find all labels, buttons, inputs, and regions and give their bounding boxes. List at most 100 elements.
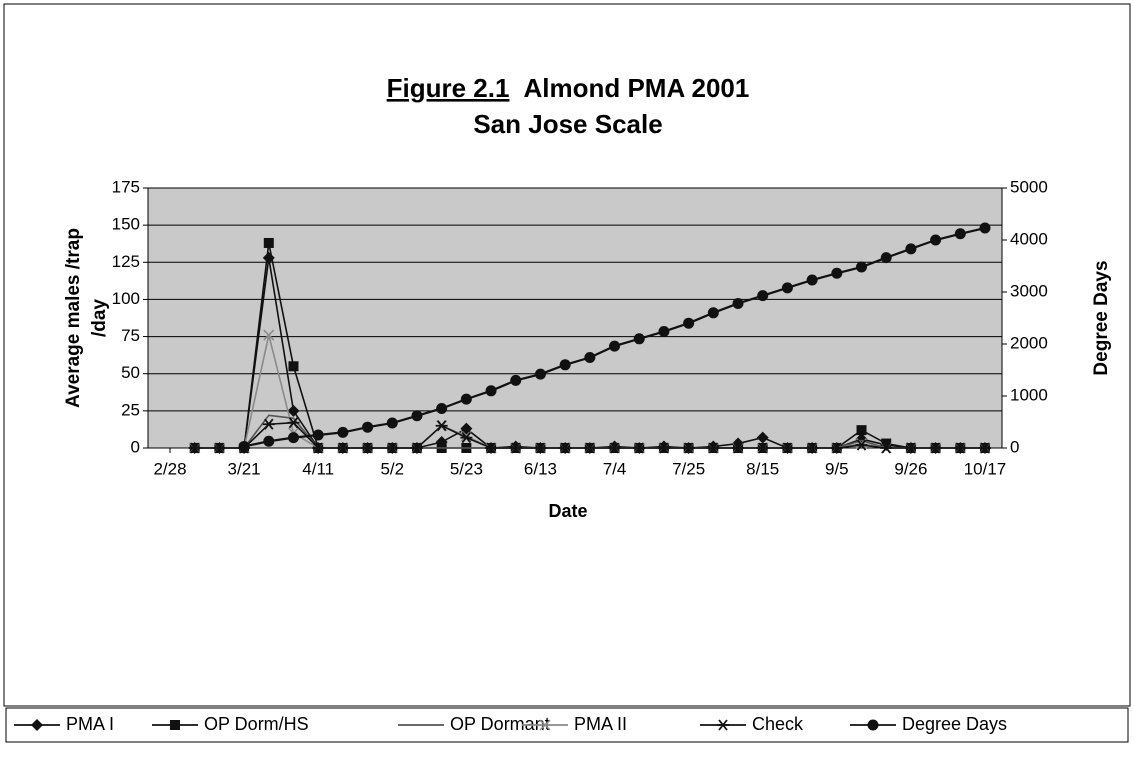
marker <box>633 333 645 345</box>
y-tick-label: 0 <box>131 437 140 456</box>
marker <box>756 431 769 444</box>
marker <box>436 402 448 414</box>
marker <box>781 282 793 294</box>
marker <box>559 442 572 454</box>
marker <box>312 442 325 454</box>
title-text: Almond PMA 2001 <box>523 73 749 103</box>
x-tick-label: 8/15 <box>746 459 779 478</box>
legend-label: Degree Days <box>902 714 1007 734</box>
marker <box>756 442 769 454</box>
marker <box>904 442 917 454</box>
y-tick-label: 150 <box>112 215 140 234</box>
marker <box>460 393 472 405</box>
x-tick-label: 3/21 <box>228 459 261 478</box>
marker <box>559 359 571 371</box>
marker <box>361 442 374 454</box>
x-tick-label: 5/23 <box>450 459 483 478</box>
x-axis-label: Date <box>548 501 587 521</box>
legend-label: PMA I <box>66 714 114 734</box>
marker <box>411 410 423 422</box>
marker <box>534 368 546 380</box>
marker <box>806 442 819 454</box>
marker <box>806 274 818 286</box>
marker <box>781 442 794 454</box>
y-tick-label: 175 <box>112 177 140 196</box>
x-tick-label: 2/28 <box>153 459 186 478</box>
marker <box>881 438 892 449</box>
x-tick-label: 6/13 <box>524 459 557 478</box>
plot-area <box>147 187 1003 449</box>
marker <box>583 442 596 454</box>
marker <box>410 442 423 454</box>
marker <box>263 237 274 248</box>
marker <box>867 719 879 731</box>
y-tick-label: 50 <box>121 363 140 382</box>
marker <box>929 442 942 454</box>
legend-item: Check <box>700 714 804 734</box>
x-tick-label: 7/4 <box>603 459 627 478</box>
marker <box>856 425 867 436</box>
legend-label: OP Dormant <box>450 714 550 734</box>
marker <box>312 429 324 441</box>
marker <box>979 222 991 234</box>
marker <box>855 439 868 451</box>
y-tick-label: 100 <box>112 289 140 308</box>
marker <box>732 297 744 309</box>
marker <box>386 442 399 454</box>
legend-item: OP Dormant <box>398 714 550 734</box>
marker <box>905 243 917 255</box>
chart-subtitle: San Jose Scale <box>473 109 662 139</box>
y-tick-label: 75 <box>121 326 140 345</box>
marker <box>170 720 180 730</box>
marker <box>485 442 498 454</box>
marker <box>213 442 226 454</box>
chart-title: Figure 2.1 Almond PMA 2001 <box>387 73 750 103</box>
marker <box>757 290 769 302</box>
marker <box>485 385 497 397</box>
marker <box>930 234 942 246</box>
marker <box>435 420 448 432</box>
y-axis-label: /day <box>89 299 110 337</box>
marker <box>460 422 473 435</box>
marker <box>287 404 300 417</box>
x-tick-label: 9/5 <box>825 459 849 478</box>
marker <box>880 442 893 454</box>
marker <box>534 442 547 454</box>
marker <box>732 442 745 454</box>
marker <box>683 317 695 329</box>
series <box>238 222 991 452</box>
marker <box>880 252 892 264</box>
x-tick-label: 5/2 <box>380 459 404 478</box>
marker <box>830 442 843 454</box>
y2-tick-label: 3000 <box>1010 281 1048 300</box>
marker <box>510 374 522 386</box>
marker <box>584 352 596 364</box>
marker <box>263 435 275 447</box>
marker <box>539 719 551 731</box>
marker <box>658 326 670 338</box>
legend-label: OP Dorm/HS <box>204 714 309 734</box>
marker <box>509 442 522 454</box>
x-tick-label: 7/25 <box>672 459 705 478</box>
marker <box>188 442 201 454</box>
marker <box>717 719 729 731</box>
marker <box>287 417 300 429</box>
marker <box>979 442 991 454</box>
legend-item: PMA II <box>522 714 627 734</box>
marker <box>263 329 275 341</box>
marker <box>337 426 349 438</box>
legend-item: Degree Days <box>850 714 1007 734</box>
marker <box>856 261 868 273</box>
x-tick-label: 4/11 <box>302 459 334 478</box>
marker <box>707 442 720 454</box>
marker <box>633 442 646 454</box>
legend-item: PMA I <box>14 714 114 734</box>
y2-tick-label: 0 <box>1010 437 1019 456</box>
y2-tick-label: 1000 <box>1010 385 1048 404</box>
marker <box>609 340 621 352</box>
marker <box>238 440 250 452</box>
legend-item: OP Dorm/HS <box>152 714 309 734</box>
marker <box>386 417 398 429</box>
marker <box>460 432 473 444</box>
